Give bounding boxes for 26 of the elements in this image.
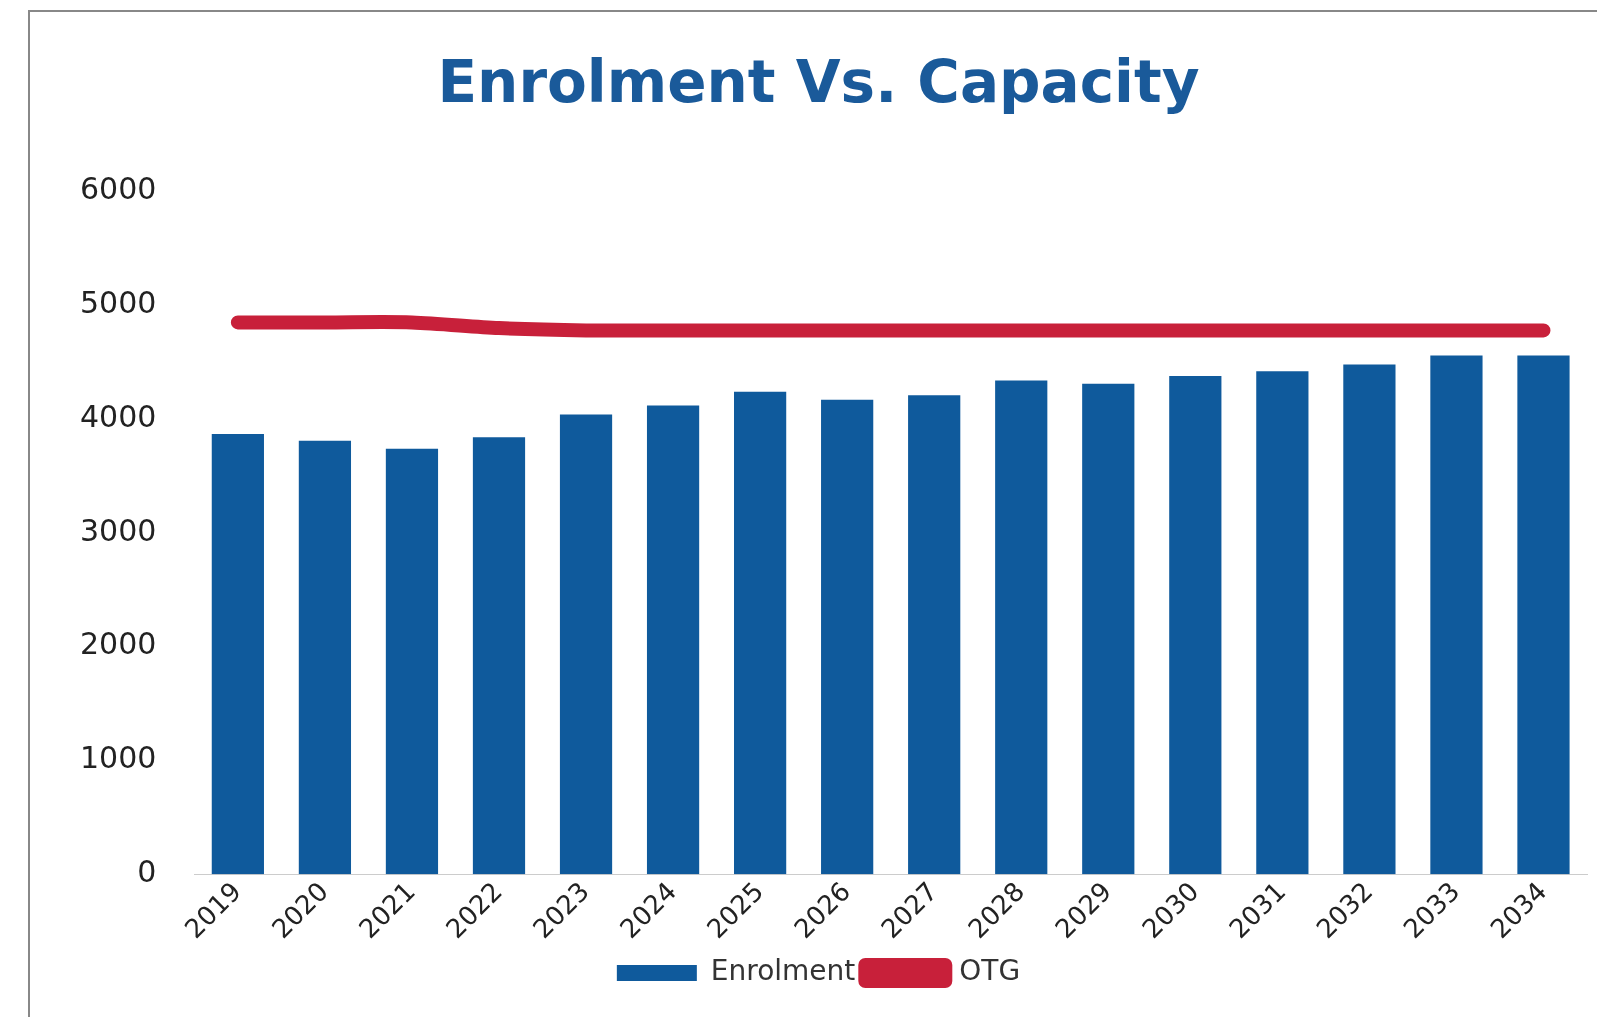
bar: [559, 414, 613, 875]
bar: [1517, 355, 1570, 875]
bar: [1169, 375, 1222, 875]
bar: [211, 433, 264, 875]
legend-label: Enrolment: [710, 954, 856, 988]
bar: [908, 395, 961, 875]
bar: [995, 380, 1048, 875]
y-tick-label: 6000: [79, 171, 157, 207]
y-tick-label: 2000: [79, 626, 157, 662]
bar: [1430, 355, 1483, 875]
legend-label: OTG: [959, 954, 1021, 988]
bar: [1343, 364, 1396, 875]
bar: [734, 391, 787, 875]
bar: [472, 437, 526, 875]
bar: [821, 399, 874, 875]
bar: [298, 440, 352, 875]
y-tick-label: 0: [137, 853, 157, 889]
bar: [1256, 371, 1309, 875]
y-tick-label: 4000: [79, 398, 157, 434]
bar: [646, 405, 700, 875]
bar: [385, 448, 439, 875]
bar: [1082, 383, 1135, 875]
y-tick-label: 5000: [79, 285, 157, 321]
chart-title: Enrolment Vs. Capacity: [437, 47, 1200, 116]
y-tick-label: 1000: [79, 740, 157, 776]
y-tick-label: 3000: [79, 512, 157, 548]
